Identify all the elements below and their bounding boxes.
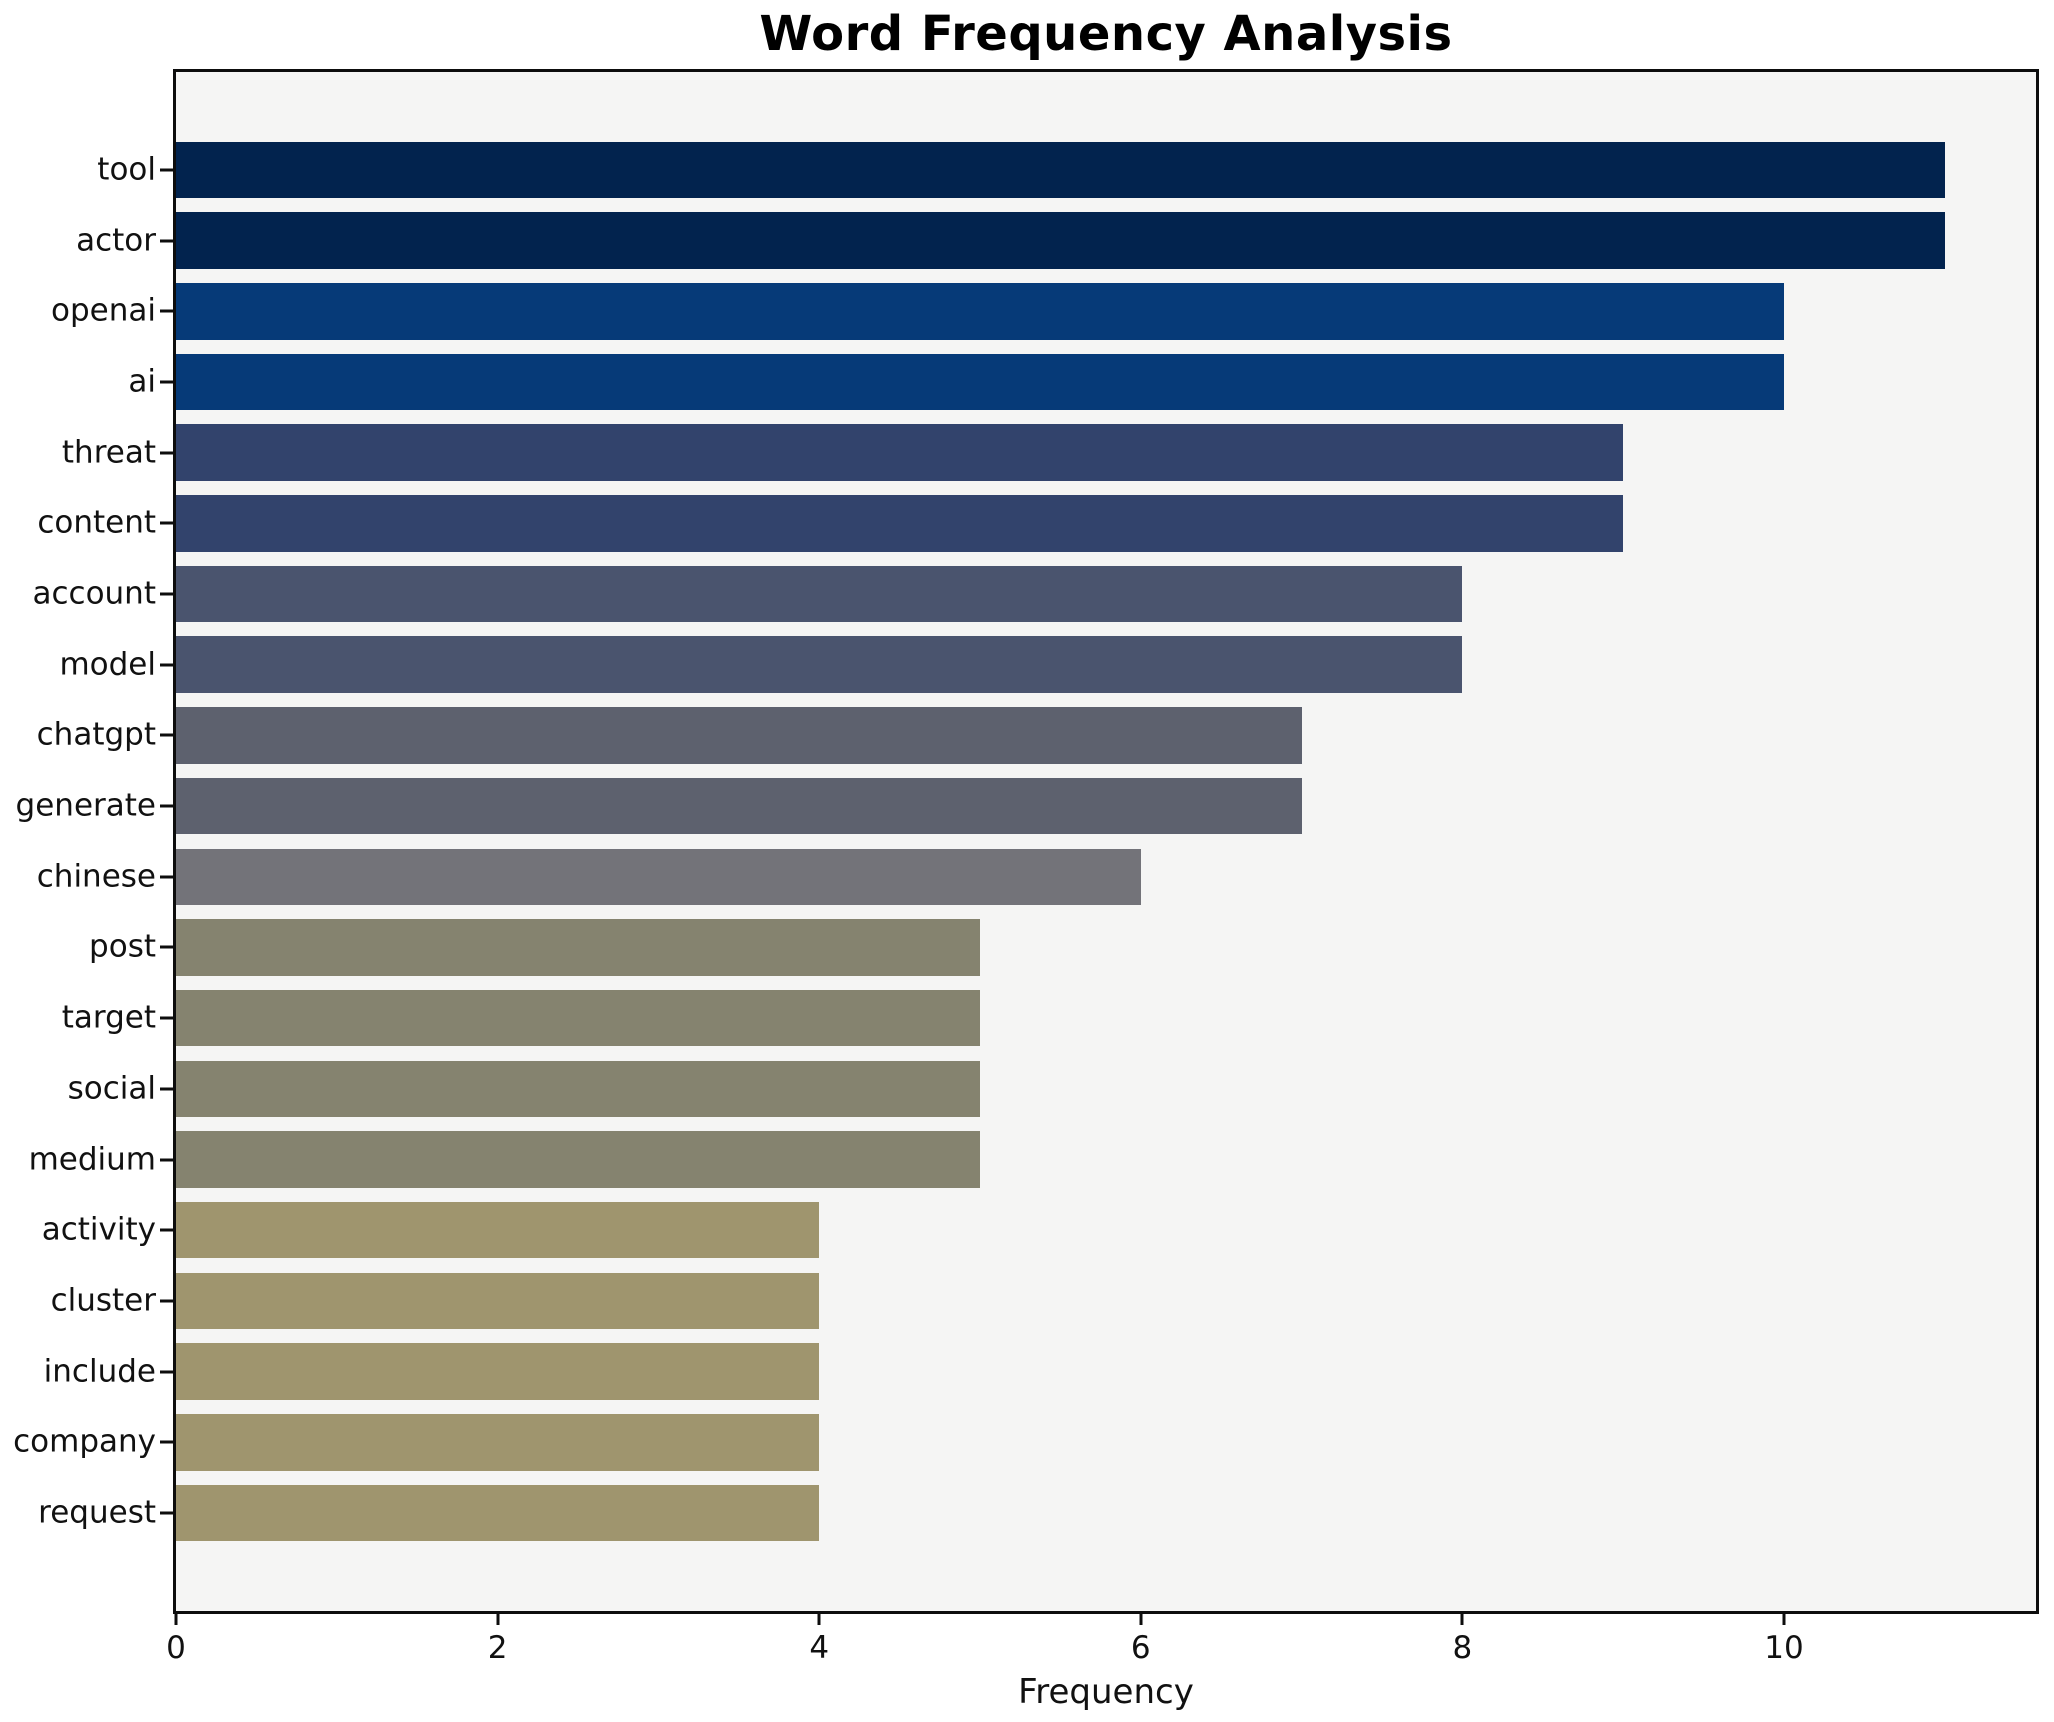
y-tick-mark [160,1016,173,1020]
bar-account [176,565,1463,623]
bar-content [176,495,1624,552]
y-tick-label-target: target [61,999,156,1036]
y-tick-mark [160,521,173,525]
bar-generate [176,777,1302,835]
y-tick-label-openai: openai [51,292,156,329]
y-tick-label-social: social [67,1070,156,1107]
bar-request [176,1484,820,1542]
bar-include [176,1343,820,1400]
y-tick-label-chinese: chinese [36,858,156,895]
x-tick-mark [496,1614,500,1625]
x-tick-mark [817,1614,821,1625]
x-tick-label-0: 0 [166,1630,186,1666]
y-tick-mark [160,239,173,243]
bar-chinese [176,848,1141,906]
y-tick-label-actor: actor [76,222,156,259]
x-tick-label-10: 10 [1764,1630,1804,1666]
y-tick-mark [160,875,173,879]
y-tick-mark [160,1370,173,1374]
y-tick-mark [160,309,173,313]
x-tick-mark [1460,1614,1464,1625]
y-tick-label-post: post [89,928,156,965]
bar-tool [176,141,1945,199]
y-tick-mark [160,592,173,596]
y-tick-label-company: company [13,1423,156,1460]
bar-chatgpt [176,707,1302,764]
y-tick-mark [160,733,173,737]
axes: tool actor openai ai threat content account mod… [13,69,2039,1664]
y-tick-mark [160,1299,173,1303]
y-tick-label-generate: generate [15,787,156,824]
bar-cluster [176,1272,820,1330]
y-tick-label-content: content [37,504,156,541]
bar-company [176,1413,820,1471]
y-tick-label-tool: tool [97,151,156,188]
x-tick-mark [1139,1614,1143,1625]
y-tick-mark [160,945,173,949]
y-tick-mark [160,1440,173,1444]
x-tick-label-8: 8 [1452,1630,1473,1666]
x-tick-label-2: 2 [487,1630,508,1666]
y-tick-label-cluster: cluster [50,1282,156,1319]
y-tick-mark [160,663,173,667]
y-tick-mark [160,1511,173,1515]
bar-target [176,989,980,1047]
y-tick-label-medium: medium [28,1141,156,1178]
x-tick-mark [1782,1614,1786,1625]
bar-medium [176,1131,980,1188]
y-tick-label-model: model [59,646,156,683]
y-tick-label-request: request [38,1494,156,1531]
y-tick-label-chatgpt: chatgpt [36,716,156,753]
x-axis-title: Frequency [1018,1672,1194,1712]
bar-social [176,1060,980,1118]
y-tick-label-ai: ai [128,363,156,400]
bar-activity [176,1201,820,1259]
plot-area: tool actor openai ai threat content account mod… [13,72,2036,1664]
y-tick-label-include: include [43,1353,156,1390]
y-tick-mark [160,804,173,808]
bar-post [176,919,980,976]
bar-ai [176,353,1784,411]
bar-threat [176,424,1624,481]
y-tick-mark [160,168,173,172]
bar-openai [176,283,1784,340]
y-tick-mark [160,451,173,455]
y-tick-label-account: account [32,575,156,612]
x-tick-mark [174,1614,178,1625]
y-tick-label-threat: threat [61,434,156,471]
bar-actor [176,212,1945,269]
y-tick-mark [160,1158,173,1162]
y-tick-mark [160,380,173,384]
y-tick-mark [160,1228,173,1232]
y-tick-label-activity: activity [41,1211,156,1248]
chart-title: Word Frequency Analysis [759,6,1453,62]
y-tick-mark [160,1087,173,1091]
bar-model [176,636,1463,694]
x-tick-label-6: 6 [1130,1630,1151,1666]
x-tick-label-4: 4 [809,1630,830,1666]
